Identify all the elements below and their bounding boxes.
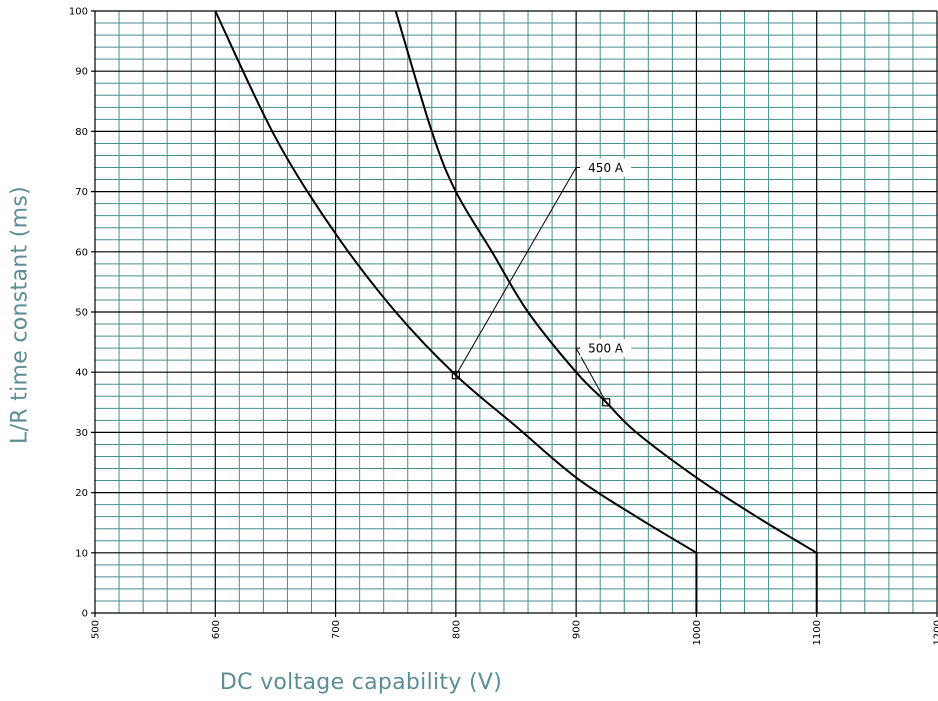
annotation-label-bg	[580, 158, 632, 177]
x-tick-label: 800	[451, 620, 462, 639]
annotation-marker	[451, 371, 460, 380]
y-tick-label: 50	[75, 308, 88, 319]
y-tick-label: 0	[82, 609, 88, 620]
annotation-label-bg	[580, 339, 632, 358]
y-tick-label: 40	[75, 368, 88, 379]
series-lines	[214, 10, 818, 613]
annotation-leader	[455, 167, 577, 376]
y-tick-label: 70	[75, 187, 88, 198]
series-line-500-a	[394, 10, 818, 613]
grid-major	[91, 10, 938, 617]
y-tick-label: 90	[75, 67, 88, 78]
annotations: 450 A 500 A	[451, 158, 632, 407]
x-tick-label: 700	[331, 620, 342, 639]
x-tick-label: 1100	[812, 620, 823, 645]
series-line-450-a	[214, 10, 698, 613]
y-axis-label: L/R time constant (ms)	[7, 186, 33, 444]
x-tick-label: 900	[572, 620, 583, 639]
annotation-label: 450 A	[588, 161, 624, 175]
x-tick-label: 1200	[933, 620, 938, 645]
annotation-marker	[602, 398, 611, 407]
x-tick-label: 600	[211, 620, 222, 639]
y-tick-label: 100	[69, 7, 88, 18]
y-tick-label: 30	[75, 428, 88, 439]
y-tick-label: 80	[75, 127, 88, 138]
annotation-label: 500 A	[588, 342, 624, 356]
x-tick-label: 1000	[692, 620, 703, 645]
x-axis-label: DC voltage capability (V)	[219, 670, 503, 695]
y-tick-label: 60	[75, 247, 88, 258]
y-tick-label: 20	[75, 488, 88, 499]
x-axis-label-wrap: DC voltage capability (V)	[0, 670, 938, 695]
x-tick-label: 500	[91, 620, 102, 639]
tick-labels: 0 10 20 30 40 50 60 70 80 90 100 500 600 700 800 900 100…	[69, 7, 938, 646]
y-tick-label: 10	[75, 548, 88, 559]
annotation-leader	[575, 347, 607, 403]
